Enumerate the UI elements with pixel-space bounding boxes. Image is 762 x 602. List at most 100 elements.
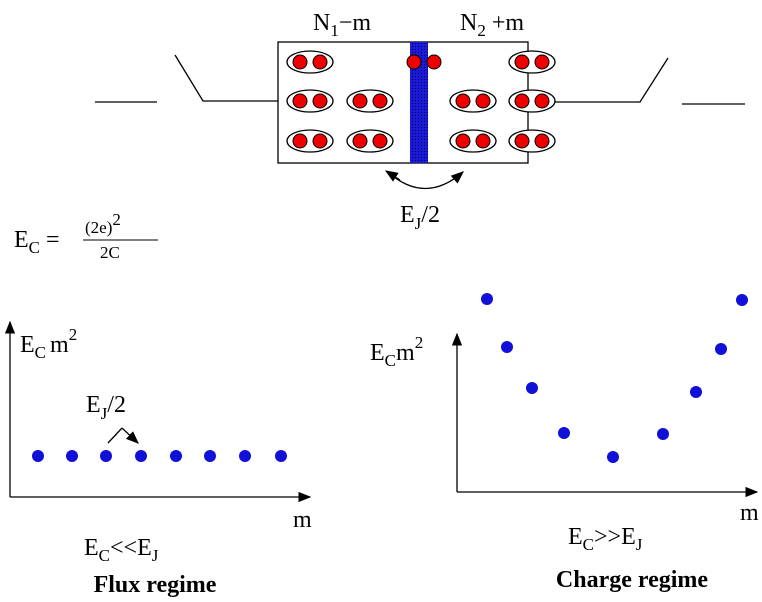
sup: 2: [112, 210, 121, 229]
electron: [426, 54, 442, 70]
condition: EC<<EJ: [84, 535, 159, 565]
level-dot: [481, 293, 493, 305]
a: E: [84, 535, 99, 561]
electron: [455, 93, 471, 109]
sub: J: [415, 214, 422, 233]
electron: [292, 93, 308, 109]
electron: [534, 133, 550, 149]
sub: C: [29, 238, 40, 257]
condition: EC>>EJ: [568, 524, 643, 554]
rest: /2: [421, 202, 440, 228]
a: E: [568, 524, 583, 550]
rest: /2: [107, 392, 126, 418]
rest: m: [50, 332, 69, 358]
level-dot: [170, 450, 182, 462]
b: E: [621, 524, 636, 550]
coupling-arrows: [107, 427, 138, 443]
eq: =: [46, 227, 60, 253]
left-label: N1−m: [313, 10, 371, 40]
a-sub: C: [99, 546, 110, 565]
charge-panel: ECm2 m EC>>EJ Charge regime: [370, 293, 759, 593]
level-dot: [275, 450, 287, 462]
electron: [514, 133, 530, 149]
electron: [312, 93, 328, 109]
rest: −m: [339, 10, 372, 36]
electron: [475, 133, 491, 149]
base: E: [86, 392, 101, 418]
rest: +m: [486, 10, 525, 36]
electron: [514, 54, 530, 70]
base: E: [400, 202, 415, 228]
electron: [475, 93, 491, 109]
levels: [32, 450, 287, 462]
op: >>: [594, 524, 621, 550]
electron: [292, 133, 308, 149]
electron: [372, 133, 388, 149]
op: <<: [110, 535, 137, 561]
sub: 2: [477, 21, 486, 40]
level-dot: [135, 450, 147, 462]
base: N: [313, 10, 330, 36]
denominator: 2C: [100, 243, 120, 262]
electron: [352, 133, 368, 149]
sup: 2: [415, 333, 424, 352]
base: N: [460, 10, 477, 36]
flux-panel: EC m2 EJ/2 m EC<<EJ Flux regime: [4, 320, 312, 598]
x-label: m: [740, 500, 759, 526]
level-dot: [501, 341, 513, 353]
electron: [514, 93, 530, 109]
numerator: (2e)2: [85, 210, 121, 237]
b-sub: J: [152, 546, 159, 565]
electron: [372, 93, 388, 109]
level-dot: [607, 451, 619, 463]
levels: [481, 293, 748, 463]
cooper-pairs: [286, 50, 556, 153]
level-dot: [66, 450, 78, 462]
electron: [534, 54, 550, 70]
level-dot: [558, 427, 570, 439]
level-dot: [32, 450, 44, 462]
lhs: EC =: [14, 227, 60, 257]
coupling-label: EJ/2: [400, 202, 440, 233]
level-dot: [204, 450, 216, 462]
sup: 2: [69, 325, 78, 344]
right-label: N2 +m: [460, 10, 524, 40]
wires: [95, 54, 745, 105]
level-dot: [239, 450, 251, 462]
level-dot: [657, 428, 669, 440]
base: E: [20, 332, 35, 358]
sub: 1: [330, 21, 339, 40]
level-dot: [715, 343, 727, 355]
x-label: m: [293, 507, 312, 533]
y-label: ECm2: [370, 333, 423, 370]
arrow-head: [384, 170, 401, 182]
electron: [534, 93, 550, 109]
b: E: [137, 535, 152, 561]
barrier: [410, 42, 428, 163]
level-dot: [690, 386, 702, 398]
electron: [292, 54, 308, 70]
electron: [455, 133, 471, 149]
b-sub: J: [636, 535, 643, 554]
level-dot: [526, 382, 538, 394]
level-dot: [100, 450, 112, 462]
electron: [352, 93, 368, 109]
sub: C: [35, 343, 46, 362]
sub: J: [101, 404, 108, 423]
coupling-label: EJ/2: [86, 392, 126, 423]
num: (2e): [85, 218, 112, 237]
electron: [312, 54, 328, 70]
sub: C: [385, 351, 396, 370]
rest: m: [396, 340, 415, 366]
electron: [312, 133, 328, 149]
charging-energy: EC = (2e)2 2C: [14, 210, 158, 262]
panel-title: Flux regime: [94, 572, 217, 598]
panel-title: Charge regime: [556, 567, 709, 593]
electron: [406, 54, 422, 70]
junction: N1−m N2 +m EJ/2: [95, 10, 745, 233]
a-sub: C: [583, 535, 594, 554]
base: E: [14, 227, 29, 253]
level-dot: [736, 294, 748, 306]
